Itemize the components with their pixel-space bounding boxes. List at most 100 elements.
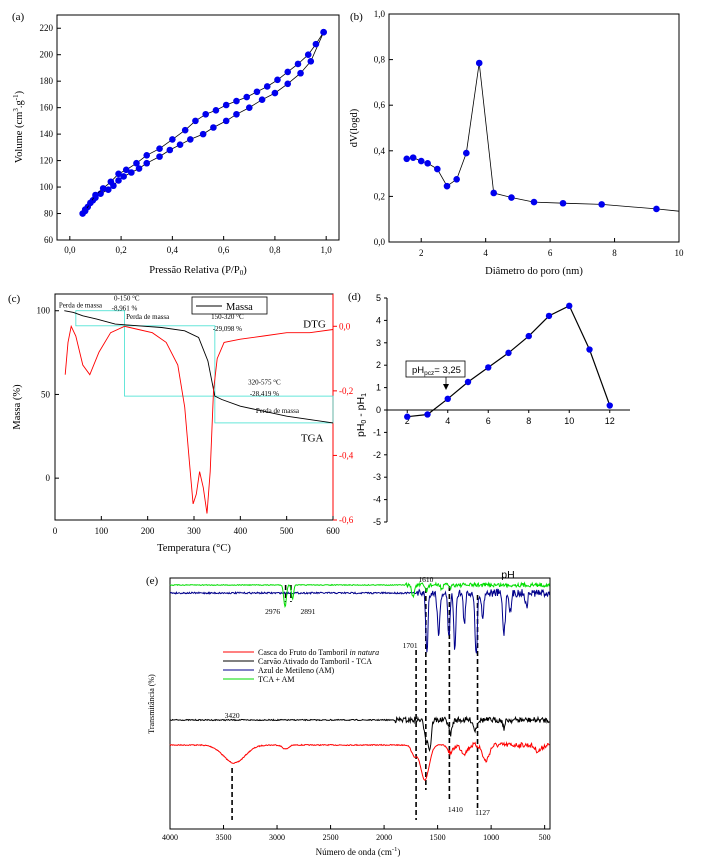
panel-d-ytick-label: 1 (376, 383, 381, 393)
panel-d-ylabel: pH0 - pH1 (355, 393, 368, 437)
panel-a-point (120, 173, 127, 180)
panel-d-ytick-label: 2 (376, 360, 381, 370)
panel-d-point (606, 402, 613, 409)
panel-a-point (297, 69, 304, 77)
panel-a-point (122, 166, 130, 174)
spectrum-in-natura (169, 741, 550, 781)
panel-b-label: (b) (350, 11, 363, 23)
panel-d-ytick-label: -3 (373, 472, 381, 482)
panel-b-point (403, 155, 411, 163)
panel-c-annotation: 150-320 °C (211, 313, 244, 321)
panel-a-point (245, 104, 253, 111)
panel-a-xlabel: Pressão Relativa (P/P0) (149, 265, 247, 277)
panel-c-xtick-label: 100 (95, 526, 109, 536)
panel-b-xtick-label: 10 (675, 248, 685, 258)
panel-d-point (404, 413, 411, 420)
peak-label: 1410 (448, 805, 463, 814)
panel-a-point (320, 28, 327, 36)
panel-a-point (166, 146, 174, 154)
mass-loss-box-2 (124, 325, 216, 397)
panel-b: (b) 2 4 6 8 10 0,0 0,2 0,4 0,6 0,8 1,0 Diâmetro do… (349, 9, 684, 277)
panel-a-ytick-label: 100 (40, 182, 54, 192)
panel-a-point (307, 58, 315, 65)
panel-b-ytick-label: 0,4 (374, 146, 386, 156)
panel-c-annotation: 320-575 °C (248, 378, 281, 386)
panel-e-xtick-label: 4000 (162, 833, 178, 842)
panel-b-ytick-label: 0,8 (374, 55, 386, 65)
panel-a-ytick-label: 200 (40, 50, 54, 60)
panel-b-point (559, 199, 567, 207)
peak-label: 1701 (403, 641, 418, 650)
panel-c-annotation: DTG (303, 318, 326, 330)
panel-a-point (169, 136, 176, 143)
panel-e-xlabel: Número de onda (cm-1) (316, 846, 401, 857)
panel-d-point (525, 332, 532, 340)
pzc-box (405, 360, 466, 378)
panel-c-annotation: Perda de massa (59, 301, 103, 309)
panel-e-xtick-label: 3000 (269, 833, 285, 842)
panel-c-xtick-label: 0 (53, 526, 58, 536)
peak-label: 1610 (418, 575, 433, 584)
panel-a-ytick-label: 60 (44, 235, 54, 245)
panel-d-xtick-label: 8 (526, 416, 531, 426)
panel-c-ytick-label: 50 (41, 389, 51, 399)
legend-label-massa: Massa (226, 302, 253, 313)
panel-a-point (81, 207, 89, 215)
panel-c-xtick-label: 300 (187, 526, 201, 536)
panel-a-point (192, 117, 199, 125)
panel-c-y2tick-label: 0,0 (339, 321, 351, 331)
panel-d-ytick-label: -4 (373, 495, 381, 505)
panel-c-y2tick-label: -0,6 (339, 515, 354, 525)
panel-d-point (505, 349, 512, 357)
panel-a-ytick-label: 120 (40, 156, 54, 166)
panel-b-point (453, 176, 460, 183)
panel-a-xtick-label: 0,2 (115, 245, 126, 255)
dtg-curve (64, 324, 334, 514)
panel-e-xtick-label: 1500 (430, 833, 446, 842)
panel-a-point (258, 96, 266, 104)
panel-a-point (233, 97, 240, 105)
panel-c-annotation: -28,419 % (250, 390, 279, 398)
panel-b-point (424, 160, 431, 167)
peak-label: 3420 (225, 711, 240, 720)
panel-a-point (274, 76, 281, 84)
panel-c-ytick-label: 0 (46, 473, 51, 483)
panel-c-xtick-label: 400 (234, 526, 248, 536)
panel-b-ylabel: dV(logd) (349, 108, 360, 147)
panel-a-point (187, 136, 194, 143)
mass-loss-box-1 (75, 310, 125, 327)
panel-a-point (312, 40, 320, 48)
panel-b-point (475, 59, 483, 67)
panel-c-annotation: -29,098 % (213, 325, 242, 333)
panel-d-xtick-label: 2 (405, 416, 410, 426)
panel-b-ytick-label: 1,0 (374, 9, 386, 19)
panel-a-point (271, 89, 279, 97)
panel-b-ytick-label: 0,6 (374, 100, 386, 110)
panel-b-point (490, 189, 498, 197)
panel-a-point (87, 199, 94, 207)
panel-b-xlabel: Diâmetro do poro (nm) (485, 266, 583, 277)
legend-label-in-natura: Casca do Fruto do Tamboril in natura (258, 648, 379, 657)
panel-c-xtick-label: 600 (326, 526, 340, 536)
panel-a-point (294, 60, 302, 68)
panel-c-annotation: TGA (301, 432, 324, 444)
panel-a-series-line (82, 32, 324, 214)
panel-b-frame (388, 13, 680, 243)
panel-c-annotation: Perda de massa (126, 313, 170, 321)
panel-c-y2tick-label: -0,2 (339, 386, 353, 396)
panel-d-xtick-label: 6 (486, 416, 491, 426)
panel-b-point (434, 165, 441, 173)
panel-d-point (545, 312, 553, 320)
panel-b-point (530, 198, 538, 206)
panel-b-line (406, 62, 680, 212)
panel-e-xtick-label: 2500 (323, 833, 339, 842)
panel-c-ylabel: Massa (%) (12, 384, 23, 430)
panel-d-xtick-label: 10 (564, 416, 574, 426)
panel-a-ytick-label: 160 (40, 103, 54, 113)
panel-b-point (443, 182, 451, 190)
mass-loss-box-3 (214, 395, 334, 424)
panel-d-xtick-label: 12 (605, 416, 615, 426)
legend-box (191, 296, 268, 315)
panel-a-point (143, 151, 151, 159)
